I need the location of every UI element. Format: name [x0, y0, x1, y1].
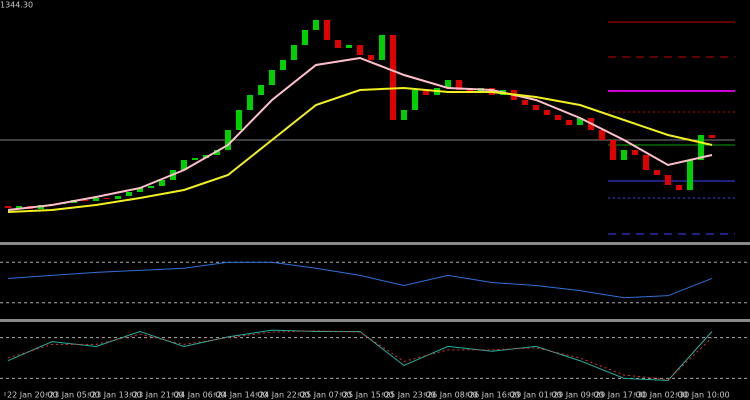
moving-average — [7, 56, 713, 211]
candle — [82, 200, 88, 201]
candle — [313, 20, 319, 30]
candle — [379, 35, 385, 60]
candle — [335, 40, 341, 48]
candle — [368, 55, 374, 60]
candle — [654, 170, 660, 175]
candle — [445, 80, 451, 88]
candle — [676, 185, 682, 190]
x-tick-label: 30 Jan 10:00 — [679, 391, 730, 400]
candle — [104, 198, 110, 199]
candle — [665, 175, 671, 185]
candle — [687, 160, 693, 190]
candle — [544, 110, 550, 115]
candle — [192, 158, 198, 160]
candle — [412, 90, 418, 110]
candle — [225, 130, 231, 150]
candle — [5, 206, 11, 208]
candle — [302, 30, 308, 45]
candle — [115, 196, 121, 199]
x-tick-label: 29 Jan 01:00 — [511, 391, 562, 400]
x-tick-label: 24 Jan 14:00 — [217, 391, 268, 400]
candle — [390, 35, 396, 120]
candle — [159, 180, 165, 186]
candle — [236, 110, 242, 130]
x-tick-label: 23 Jan 21:00 — [133, 391, 184, 400]
candle — [16, 206, 22, 208]
indicator-line — [7, 330, 713, 381]
candle — [137, 188, 143, 192]
candle — [258, 85, 264, 95]
x-tick-label: 26 Jan 08:00 — [427, 391, 478, 400]
x-tick-label: 29 Jan 17:00 — [595, 391, 646, 400]
x-tick-label: 23 Jan 05:00 — [49, 391, 100, 400]
x-tick-label: 25 Jan 15:00 — [343, 391, 394, 400]
x-tick-label: 24 Jan 22:00 — [259, 391, 310, 400]
panel-separator — [0, 242, 750, 245]
candle — [599, 130, 605, 140]
candle — [423, 90, 429, 95]
candle — [401, 110, 407, 120]
candle — [555, 115, 561, 120]
candle — [709, 135, 715, 138]
panel-separator — [0, 319, 750, 322]
candle — [324, 20, 330, 40]
x-tick-label: 24 Jan 06:00 — [175, 391, 226, 400]
moving-average — [7, 86, 713, 213]
candle — [280, 60, 286, 70]
candle — [533, 105, 539, 110]
x-tick-label: 22 Jan 20:00 — [7, 391, 58, 400]
candle — [346, 45, 352, 48]
x-tick-label: 25 Jan 23:00 — [385, 391, 436, 400]
candle — [632, 150, 638, 155]
candle — [93, 198, 99, 201]
candle — [291, 45, 297, 60]
candle — [148, 186, 154, 188]
candle — [698, 135, 704, 160]
price-label: 1344.30 — [0, 1, 33, 10]
candle — [214, 150, 220, 155]
candle — [610, 140, 616, 160]
candle — [247, 95, 253, 110]
candle — [621, 150, 627, 160]
indicator-line — [7, 261, 713, 299]
x-tick-label: 25 Jan 07:00 — [301, 391, 352, 400]
candle — [126, 192, 132, 196]
candle — [269, 70, 275, 85]
indicator-line — [7, 329, 713, 381]
candle — [643, 155, 649, 170]
x-tick-label: 30 Jan 02:00 — [637, 391, 688, 400]
x-tick-label: 26 Jan 16:00 — [469, 391, 520, 400]
candle — [566, 120, 572, 125]
candle — [456, 80, 462, 90]
candle — [577, 118, 583, 125]
candle — [357, 45, 363, 55]
candle — [181, 160, 187, 170]
x-tick-label: 29 Jan 09:00 — [553, 391, 604, 400]
x-tick-label: 23 Jan 13:00 — [91, 391, 142, 400]
candle — [522, 100, 528, 105]
